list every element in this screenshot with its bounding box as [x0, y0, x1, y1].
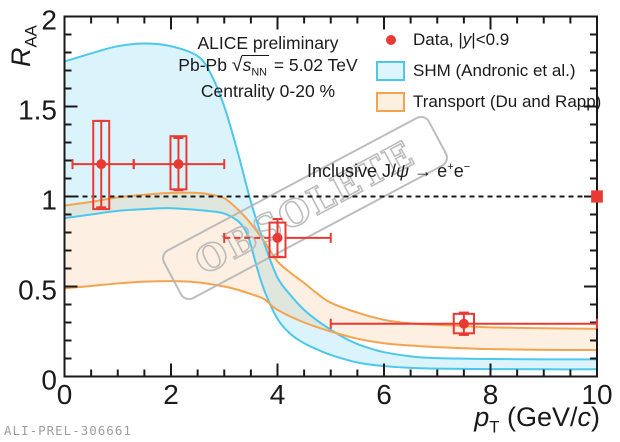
data-marker	[272, 232, 283, 243]
legend-label-shm: SHM (Andronic et al.)	[413, 60, 576, 80]
annotation-collision-system: Pb-Pb √sNN = 5.02 TeV	[178, 54, 358, 79]
shm-band-fill	[64, 43, 597, 370]
y-tick-label: 1	[41, 185, 57, 216]
annotation-decay-channel: Inclusive J/ψ → e+e−	[307, 161, 471, 181]
x-tick-label: 2	[163, 379, 179, 410]
x-tick-label: 10	[581, 379, 612, 410]
y-axis-title: RAA	[6, 25, 41, 67]
tick-labels: 0 2 4 6 8 10 0 0.5 1 1.5 2	[18, 5, 613, 411]
systematic-uncertainty-box	[92, 119, 111, 211]
legend-label-transport: Transport (Du and Rapp)	[413, 91, 602, 111]
legend: Data, |y|<0.9 SHM (Andronic et al.) Tran…	[376, 29, 601, 122]
data-marker-icon	[376, 34, 405, 45]
x-tick-label: 6	[376, 379, 392, 410]
y-tick-label: 0.5	[18, 275, 57, 306]
data-points	[71, 119, 598, 336]
data-point	[223, 218, 332, 259]
x-axis-title: pT (GeV/c)	[474, 402, 600, 437]
figure-id-label: ALI-PREL-306661	[4, 423, 132, 438]
normalization-uncertainty-box	[591, 190, 603, 203]
model-bands	[64, 42, 597, 371]
y-tick-label: 1.5	[18, 95, 57, 126]
systematic-uncertainty-box	[169, 135, 188, 191]
data-marker	[173, 159, 184, 170]
annotation-alice: ALICE preliminary	[197, 33, 339, 53]
data-point	[132, 135, 226, 192]
legend-item-data: Data, |y|<0.9	[376, 29, 601, 50]
transport-band-fill	[64, 192, 597, 351]
x-tick-label: 8	[483, 379, 499, 410]
transport-band-icon	[376, 91, 405, 112]
y-tick-label: 2	[41, 5, 57, 36]
x-tick-label: 0	[57, 379, 73, 410]
annotation-centrality: Centrality 0-20 %	[200, 81, 336, 101]
y-tick-label: 0	[41, 365, 57, 396]
shm-band-icon	[376, 60, 405, 81]
data-point	[329, 311, 598, 336]
systematic-uncertainty-box	[452, 312, 475, 335]
data-marker	[96, 159, 107, 170]
legend-label-data: Data, |y|<0.9	[413, 29, 510, 49]
data-marker	[458, 318, 469, 329]
legend-item-shm: SHM (Andronic et al.)	[376, 60, 601, 81]
legend-item-transport: Transport (Du and Rapp)	[376, 91, 601, 112]
systematic-uncertainty-box	[268, 221, 287, 259]
x-tick-label: 4	[270, 379, 286, 410]
